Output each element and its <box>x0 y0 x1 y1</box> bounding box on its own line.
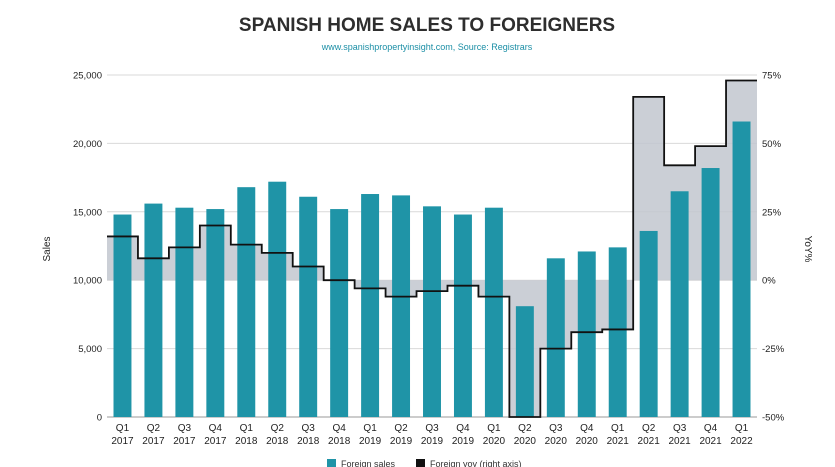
sales-bar <box>268 181 287 417</box>
yoy-area <box>107 80 757 418</box>
sales-bar <box>113 214 132 417</box>
yoy-area-fill <box>107 80 757 418</box>
x-tick-year: 2020 <box>514 436 537 447</box>
sales-bar <box>670 191 689 417</box>
x-tick-quarter: Q2 <box>394 423 408 434</box>
legend: Foreign sales Foreign yoy (right axis) <box>327 459 522 467</box>
legend-label-sales: Foreign sales <box>341 459 396 467</box>
chart-subtitle: www.spanishpropertyinsight.com, Source: … <box>321 42 533 52</box>
y-axis-left: 0 5,000 10,000 15,000 20,000 25,000 <box>73 71 102 424</box>
y-tick-label: 10,000 <box>73 276 102 287</box>
yoy-line <box>107 79 757 418</box>
sales-bar <box>330 209 349 417</box>
x-tick-year: 2021 <box>699 436 722 447</box>
sales-bar <box>701 168 720 417</box>
x-tick-quarter: Q4 <box>704 423 718 434</box>
x-tick-year: 2021 <box>638 436 661 447</box>
x-tick-quarter: Q2 <box>147 423 161 434</box>
yoy-step-line <box>107 79 757 418</box>
sales-bar <box>237 187 256 417</box>
x-tick-quarter: Q3 <box>673 423 687 434</box>
x-tick-year: 2018 <box>235 436 258 447</box>
x-tick-quarter: Q1 <box>611 423 625 434</box>
legend-swatch-sales <box>327 459 336 467</box>
sales-bar <box>484 207 503 417</box>
x-tick-year: 2017 <box>204 436 227 447</box>
y2-tick-label: 75% <box>762 71 782 82</box>
sales-bar <box>144 203 163 417</box>
y-axis-title: Sales <box>42 236 53 261</box>
y2-axis-title: YoY% <box>802 236 813 263</box>
sales-bar <box>608 247 627 417</box>
sales-bar <box>453 214 472 417</box>
y-axis-right: -50% -25% 0% 25% 50% 75% <box>762 71 785 424</box>
x-tick-quarter: Q1 <box>363 423 377 434</box>
sales-bars <box>113 121 751 418</box>
x-tick-year: 2022 <box>730 436 753 447</box>
sales-bar <box>361 194 380 417</box>
x-tick-year: 2017 <box>173 436 196 447</box>
x-tick-quarter: Q3 <box>549 423 563 434</box>
x-tick-quarter: Q4 <box>209 423 223 434</box>
y2-tick-label: 50% <box>762 139 782 150</box>
sales-bar <box>299 196 318 417</box>
sales-bar <box>732 121 751 418</box>
y2-tick-label: 0% <box>762 276 776 287</box>
sales-bar <box>546 258 565 417</box>
x-tick-year: 2018 <box>266 436 289 447</box>
y-tick-label: 25,000 <box>73 71 102 82</box>
x-tick-quarter: Q3 <box>302 423 316 434</box>
y2-tick-label: -25% <box>762 344 785 355</box>
x-tick-year: 2021 <box>607 436 630 447</box>
x-tick-quarter: Q3 <box>178 423 192 434</box>
y2-tick-label: 25% <box>762 207 782 218</box>
x-tick-year: 2018 <box>328 436 351 447</box>
x-tick-year: 2018 <box>297 436 320 447</box>
sales-bar <box>423 206 441 417</box>
y-tick-label: 0 <box>97 413 102 424</box>
y-tick-label: 15,000 <box>73 207 102 218</box>
x-tick-quarter: Q1 <box>487 423 501 434</box>
x-tick-year: 2020 <box>545 436 568 447</box>
x-tick-year: 2019 <box>452 436 475 447</box>
x-tick-quarter: Q2 <box>642 423 656 434</box>
sales-bar <box>175 207 194 417</box>
sales-bar <box>392 195 411 417</box>
chart-title: SPANISH HOME SALES TO FOREIGNERS <box>239 15 615 36</box>
sales-bar <box>577 251 596 417</box>
x-tick-quarter: Q4 <box>456 423 470 434</box>
y2-tick-label: -50% <box>762 413 785 424</box>
legend-label-yoy: Foreign yoy (right axis) <box>430 459 522 467</box>
x-tick-quarter: Q1 <box>240 423 254 434</box>
sales-bar <box>639 230 658 417</box>
x-tick-quarter: Q4 <box>580 423 594 434</box>
x-tick-year: 2019 <box>421 436 444 447</box>
x-tick-quarter: Q4 <box>332 423 346 434</box>
y-tick-label: 20,000 <box>73 139 102 150</box>
x-axis: Q1 2017 Q2 2017 Q3 2017 Q4 2017 Q1 2018 Q2 2018 Q3 20… <box>111 423 753 447</box>
x-tick-year: 2019 <box>390 436 413 447</box>
y-tick-label: 5,000 <box>78 344 102 355</box>
sales-bar <box>206 209 225 417</box>
x-tick-year: 2017 <box>142 436 165 447</box>
x-tick-quarter: Q1 <box>116 423 130 434</box>
x-tick-quarter: Q2 <box>271 423 285 434</box>
legend-swatch-yoy <box>416 459 425 467</box>
x-tick-year: 2021 <box>668 436 691 447</box>
x-tick-quarter: Q3 <box>425 423 439 434</box>
x-tick-quarter: Q1 <box>735 423 749 434</box>
x-tick-year: 2020 <box>483 436 506 447</box>
x-tick-year: 2020 <box>576 436 599 447</box>
x-tick-quarter: Q2 <box>518 423 532 434</box>
sales-bar <box>515 306 534 417</box>
x-tick-year: 2017 <box>111 436 134 447</box>
x-tick-year: 2019 <box>359 436 382 447</box>
